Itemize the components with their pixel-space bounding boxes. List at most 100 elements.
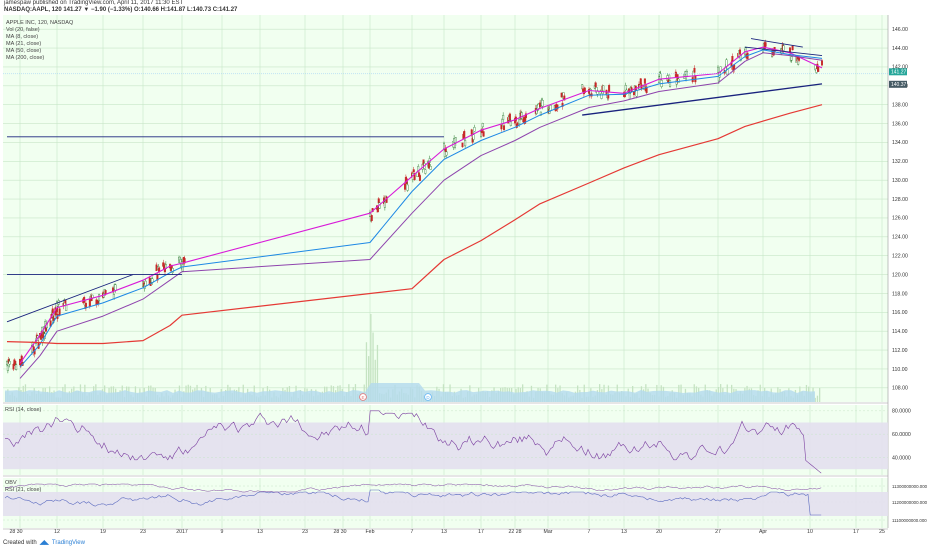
candle-body (639, 78, 642, 85)
candle-body (561, 102, 564, 107)
x-tick-label: 28 30 (334, 529, 347, 535)
candle-body (427, 163, 430, 169)
x-tick-label: 28 30 (10, 529, 23, 535)
candle (418, 173, 421, 182)
candle-body (98, 294, 101, 302)
volume-series (5, 314, 821, 402)
obv-rsi-title: RSI (21, close) (5, 487, 42, 493)
candle-body (6, 365, 9, 371)
x-tick-label: 10 (807, 529, 813, 535)
rsi-band (3, 422, 888, 470)
candle (602, 85, 605, 95)
candle (791, 45, 794, 51)
volume-ma-area (5, 383, 815, 402)
x-tick-label: 13 (441, 529, 447, 535)
indicator-ma200[interactable]: MA (200, close) (6, 55, 45, 61)
candle (473, 124, 476, 133)
candle (520, 111, 523, 121)
candle-body (541, 100, 544, 107)
indicator-symbol[interactable]: APPLE INC, 120, NASDAQ (6, 20, 74, 26)
price-tick-label: 122.00 (892, 253, 908, 259)
candle-body (464, 140, 467, 147)
ma21-line (19, 49, 823, 368)
obv-tick-label: 11100000000.000 (892, 518, 927, 523)
candle-body (725, 59, 728, 67)
candle-body (418, 175, 421, 181)
candle-body (520, 112, 523, 119)
volume-bar (368, 356, 370, 402)
candle (561, 100, 564, 110)
candle (503, 122, 506, 133)
candle (445, 151, 448, 158)
trendline-1 (6, 274, 134, 323)
candle-body (624, 85, 627, 91)
candle-body (445, 151, 448, 156)
obv-line (4, 489, 822, 516)
candle-body (790, 56, 793, 61)
candle (429, 163, 432, 170)
candle-body (413, 173, 416, 180)
volume-bar (816, 395, 819, 402)
candle-body (144, 280, 147, 287)
candle-body (717, 66, 720, 73)
candle-body (764, 42, 767, 47)
indicator-ma50[interactable]: MA (50, close) (6, 48, 42, 54)
volume-bar (374, 359, 376, 402)
x-tick-label: 17 (853, 529, 859, 535)
x-tick-label: 19 (100, 529, 106, 535)
candle-body (556, 104, 559, 110)
obv-tick-label: 11200000000.000 (892, 500, 928, 505)
candle-body (739, 49, 742, 55)
candle (639, 78, 642, 85)
candle (502, 112, 505, 123)
ma50-line (19, 52, 823, 379)
candle-body (645, 86, 648, 93)
candle-body (602, 85, 605, 92)
candle-body (155, 264, 158, 272)
price-tick-label: 134.00 (892, 140, 908, 146)
trendline-6 (750, 38, 803, 48)
indicator-volume[interactable]: Vol (20, false) (6, 27, 40, 33)
indicator-ma21[interactable]: MA (21, close) (6, 41, 42, 47)
candle-body (370, 215, 373, 222)
trendline-5 (744, 46, 823, 57)
tradingview-logo-icon: ◢◣ (39, 540, 49, 546)
price-tick-label: 116.00 (892, 310, 908, 316)
x-tick-label: 7 (588, 529, 591, 535)
ma8-line (19, 46, 823, 364)
price-tick-label: 114.00 (892, 329, 908, 335)
candle-body (508, 113, 511, 121)
candle (509, 118, 512, 127)
candle (524, 111, 527, 121)
candle-body (181, 264, 184, 272)
candle (370, 213, 373, 223)
price-label: 140.37 (891, 82, 907, 88)
x-tick-label: 9 (221, 529, 224, 535)
x-tick-label: 2017 (176, 529, 188, 535)
footer-brand[interactable]: TradingView (51, 539, 85, 546)
candle-body (583, 87, 586, 93)
candle-body (643, 78, 646, 84)
candle (481, 122, 484, 129)
price-tick-label: 118.00 (892, 291, 908, 297)
dividend-marker-icon (424, 393, 432, 401)
candle-body (667, 79, 670, 83)
candle-body (472, 134, 475, 140)
indicator-ma8[interactable]: MA (8, close) (6, 34, 39, 40)
x-tick-label: 13 (257, 529, 263, 535)
candle (15, 363, 18, 371)
candle-body (51, 308, 54, 314)
candle (669, 80, 672, 88)
candle-body (608, 85, 611, 92)
obv-title: OBV (5, 480, 17, 486)
candle (98, 293, 101, 304)
rsi-tick-label: 60.0000 (892, 432, 911, 438)
x-tick-label: 20 (656, 529, 662, 535)
candle (424, 169, 427, 175)
x-tick-label: 23 (140, 529, 146, 535)
footer-created-with: Created with (3, 539, 37, 546)
candle (412, 166, 415, 173)
rsi-tick-label: 80.0000 (892, 409, 911, 415)
